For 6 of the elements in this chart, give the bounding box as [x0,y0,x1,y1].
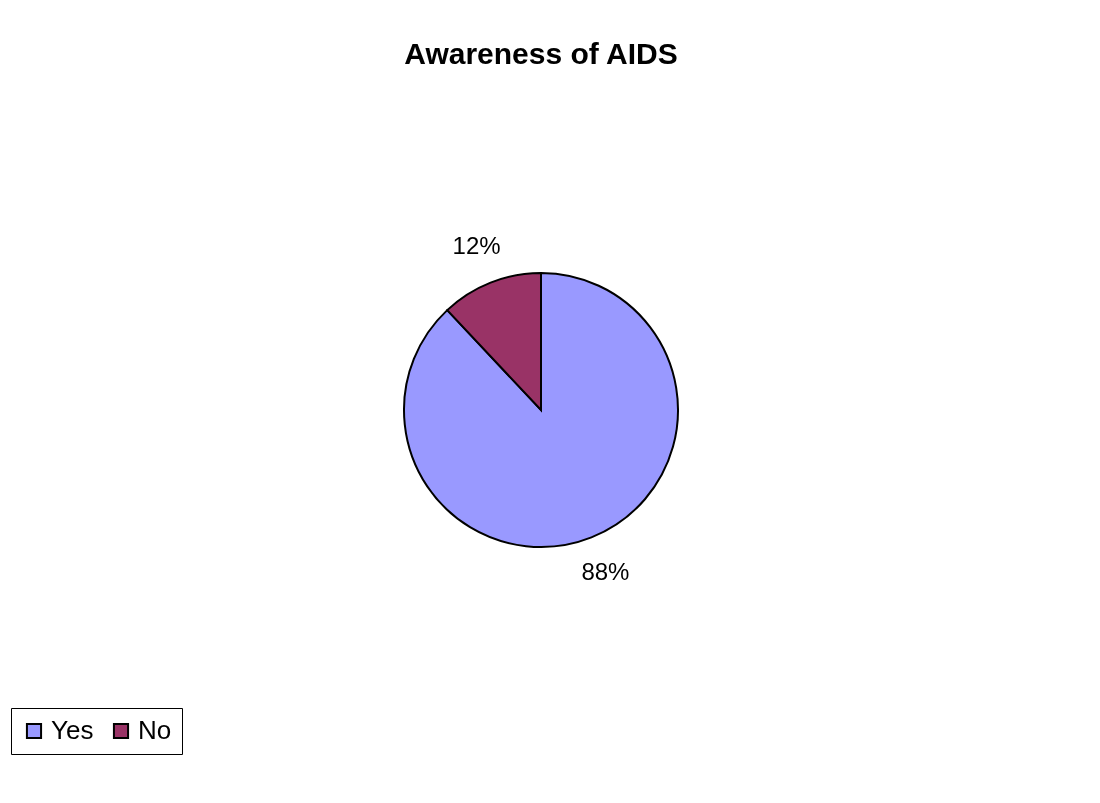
legend-label: No [138,715,172,745]
chart-title: Awareness of AIDS [404,37,678,70]
data-label: 12% [452,232,501,260]
data-label: 88% [581,557,630,585]
legend-label: Yes [51,715,94,745]
pie-slice [403,272,679,548]
